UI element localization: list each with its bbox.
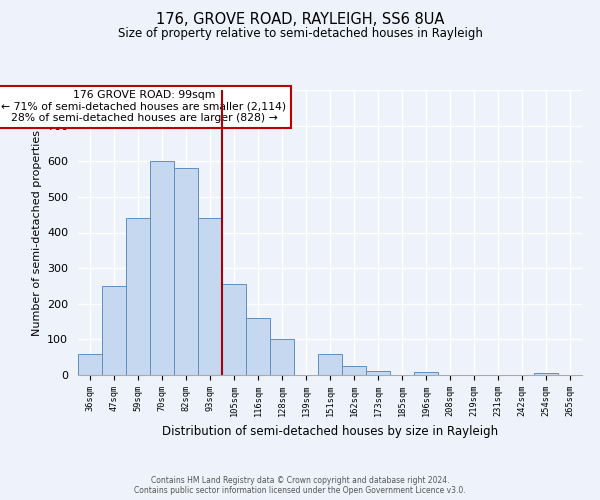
Bar: [102, 286, 126, 375]
Bar: [534, 373, 558, 375]
Bar: [318, 354, 342, 375]
Bar: [222, 284, 246, 375]
X-axis label: Distribution of semi-detached houses by size in Rayleigh: Distribution of semi-detached houses by …: [162, 424, 498, 438]
Bar: [342, 366, 366, 375]
Text: Contains HM Land Registry data © Crown copyright and database right 2024.
Contai: Contains HM Land Registry data © Crown c…: [134, 476, 466, 495]
Y-axis label: Number of semi-detached properties: Number of semi-detached properties: [32, 130, 41, 336]
Bar: [366, 372, 390, 375]
Bar: [414, 372, 438, 375]
Bar: [78, 354, 102, 375]
Text: 176 GROVE ROAD: 99sqm
← 71% of semi-detached houses are smaller (2,114)
28% of s: 176 GROVE ROAD: 99sqm ← 71% of semi-deta…: [1, 90, 287, 123]
Text: 176, GROVE ROAD, RAYLEIGH, SS6 8UA: 176, GROVE ROAD, RAYLEIGH, SS6 8UA: [156, 12, 444, 28]
Text: Size of property relative to semi-detached houses in Rayleigh: Size of property relative to semi-detach…: [118, 28, 482, 40]
Bar: [198, 218, 222, 375]
Bar: [150, 161, 174, 375]
Bar: [246, 318, 270, 375]
Bar: [174, 168, 198, 375]
Bar: [270, 340, 294, 375]
Bar: [126, 218, 150, 375]
